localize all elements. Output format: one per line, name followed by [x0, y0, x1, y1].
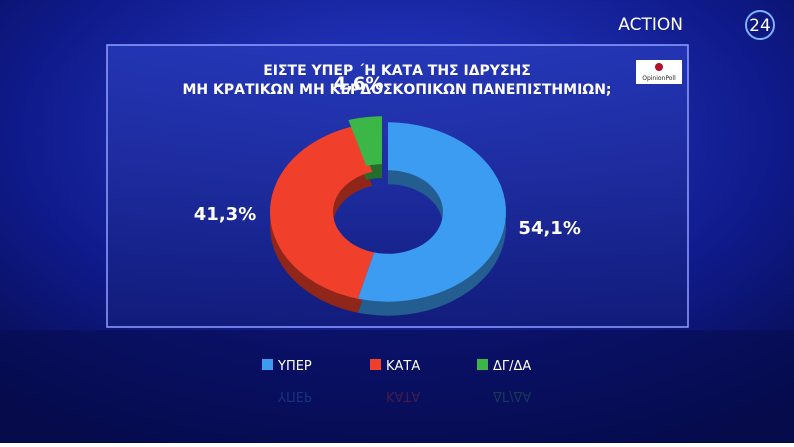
brand-number: 24 [749, 16, 771, 36]
brand-name: ACTION [618, 15, 683, 35]
legend-label: ΔΓ/ΔΑ [493, 359, 531, 374]
chart-title: ΕΙΣΤΕ ΥΠΕΡ ΄Η ΚΑΤΑ ΤΗΣ ΙΔΡΥΣΗΣ [263, 63, 531, 79]
chart-title: ΜΗ ΚΡΑΤΙΚΩΝ ΜΗ ΚΕΡΔΟΣΚΟΠΙΚΩΝ ΠΑΝΕΠΙΣΤΗΜΙ… [182, 82, 611, 98]
legend-reflection: ΔΓ/ΔΑ [493, 388, 531, 403]
legend-label: ΥΠΕΡ [277, 359, 312, 374]
slice [270, 126, 374, 299]
source-dot [655, 63, 663, 71]
value-label: 41,3% [194, 204, 256, 225]
source-name: OpinionPoll [642, 75, 676, 82]
legend-label: ΚΑΤΑ [386, 359, 420, 374]
floor [0, 330, 794, 443]
legend-reflection: ΚΑΤΑ [386, 388, 420, 403]
legend-swatch [262, 359, 273, 370]
slice [357, 122, 506, 302]
brand-ring [745, 10, 775, 40]
legend-reflection: ΥΠΕΡ [277, 388, 312, 403]
legend-swatch [477, 359, 488, 370]
legend-swatch [370, 359, 381, 370]
value-label: 4,6% [334, 73, 384, 94]
slice [348, 116, 382, 166]
value-label: 54,1% [518, 218, 580, 239]
